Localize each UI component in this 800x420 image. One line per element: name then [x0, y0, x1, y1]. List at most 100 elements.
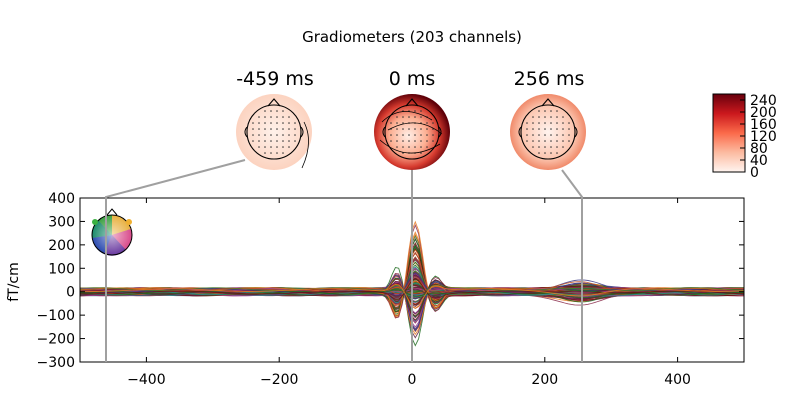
topomap-2	[374, 94, 450, 170]
sensor-dot	[432, 134, 434, 136]
colorbar-tick-label: 240	[750, 93, 777, 109]
sensor-dot	[252, 128, 254, 130]
sensor-dot	[282, 110, 284, 112]
sensor-color-legend	[91, 208, 133, 256]
sensor-dot	[568, 134, 570, 136]
sensor-dot	[282, 134, 284, 136]
sensor-dot	[408, 134, 410, 136]
sensor-dot	[282, 152, 284, 154]
sensor-dot	[532, 140, 534, 142]
sensor-dot	[402, 146, 404, 148]
sensor-dot	[414, 116, 416, 118]
x-tick-label: 200	[531, 372, 558, 388]
y-tick-label: 400	[48, 191, 75, 207]
time-marker-lines	[105, 159, 583, 362]
topomap-time-label-2: 0 ms	[388, 68, 436, 90]
sensor-dot	[550, 122, 552, 124]
sensor-dot	[544, 134, 546, 136]
sensor-dot	[294, 128, 296, 130]
y-tick-label: −200	[37, 332, 75, 348]
nose-outline	[541, 98, 555, 107]
sensor-dot	[550, 140, 552, 142]
sensor-dot	[538, 140, 540, 142]
sensor-dot	[550, 110, 552, 112]
topomap-time-label-3: 256 ms	[513, 68, 585, 90]
sensor-dot	[264, 122, 266, 124]
colorbar-tick-label: 40	[750, 153, 768, 169]
sensor-dot	[544, 122, 546, 124]
sensor-dot	[288, 140, 290, 142]
sensor-dot	[550, 116, 552, 118]
sensor-dot	[556, 146, 558, 148]
sensor-dot	[544, 146, 546, 148]
sensor-dot	[258, 146, 260, 148]
sensor-dot	[414, 134, 416, 136]
sensor-dot	[264, 128, 266, 130]
sensor-dot	[556, 128, 558, 130]
right-ear	[300, 126, 304, 138]
sensor-dot	[270, 146, 272, 148]
colorbar-tick-label: 160	[750, 117, 777, 133]
sensor-dot	[538, 152, 540, 154]
x-tick-label: −400	[127, 372, 165, 388]
y-tick-label: −300	[37, 355, 75, 371]
topomap-1	[236, 94, 312, 170]
sensor-dot	[252, 134, 254, 136]
sensor-dot	[264, 146, 266, 148]
sensor-dot	[294, 140, 296, 142]
sensor-dot	[526, 134, 528, 136]
sensor-dot	[426, 134, 428, 136]
sensor-dot	[538, 146, 540, 148]
sensor-dot	[544, 116, 546, 118]
sensor-dot	[526, 122, 528, 124]
sensor-dot	[258, 122, 260, 124]
sensor-dot	[568, 122, 570, 124]
sensor-dot	[562, 134, 564, 136]
sensor-dot	[532, 134, 534, 136]
topomap-3	[510, 94, 586, 170]
sensor-dot	[390, 134, 392, 136]
sensor-dot	[426, 140, 428, 142]
sensor-dot	[420, 152, 422, 154]
sensor-dot	[390, 122, 392, 124]
sensor-dot	[550, 152, 552, 154]
sensor-dot	[402, 134, 404, 136]
sensor-dot	[396, 128, 398, 130]
y-tick-label: −100	[37, 308, 75, 324]
left-ear	[244, 126, 248, 138]
sensor-dot	[420, 110, 422, 112]
sensor-dot	[276, 152, 278, 154]
y-tick-label: 0	[66, 285, 75, 301]
sensor-dot	[282, 128, 284, 130]
sensor-dot	[544, 110, 546, 112]
y-tick-label: 100	[48, 261, 75, 277]
sensor-dot	[426, 128, 428, 130]
left-ear	[382, 126, 386, 138]
y-axis-label: fT/cm	[6, 262, 22, 302]
colorbar-tick-label: 0	[750, 165, 759, 181]
nose-outline	[405, 98, 419, 107]
sensor-dot	[538, 110, 540, 112]
sensor-dot	[562, 140, 564, 142]
right-ear	[574, 126, 578, 138]
sensor-dot	[532, 116, 534, 118]
sensor-dot	[270, 122, 272, 124]
time-marker-line-3	[561, 169, 583, 362]
sensor-dot	[288, 128, 290, 130]
sensor-dot	[408, 116, 410, 118]
sensor-dot	[562, 128, 564, 130]
sensor-dot	[538, 116, 540, 118]
sensor-dot	[288, 146, 290, 148]
sensor-dot	[568, 140, 570, 142]
sensor-dot	[282, 122, 284, 124]
sensor-dot	[538, 122, 540, 124]
sensor-dot	[556, 152, 558, 154]
sensor-dot	[568, 128, 570, 130]
sensor-dot	[432, 122, 434, 124]
sensor-dot	[538, 134, 540, 136]
sensor-dot	[396, 146, 398, 148]
sensor-dot	[288, 134, 290, 136]
colorbar-tick-label: 80	[750, 141, 768, 157]
